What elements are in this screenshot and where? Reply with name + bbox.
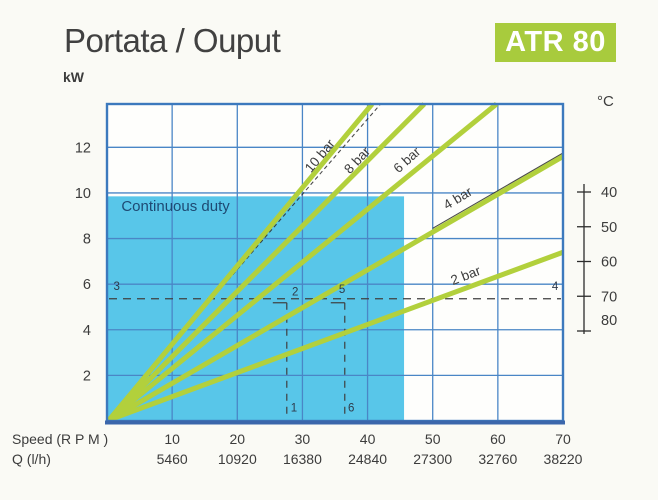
x-flow-tick-label: 10920 bbox=[218, 451, 257, 467]
x-speed-tick-label: 20 bbox=[229, 431, 245, 447]
x-flow-tick-label: 5460 bbox=[157, 451, 188, 467]
marker-label-5: 5 bbox=[339, 284, 345, 296]
series-line-2-bar bbox=[108, 249, 564, 423]
marker-label-6: 6 bbox=[348, 402, 354, 414]
celsius-unit-label: °C bbox=[597, 93, 614, 110]
x-flow-tick-label: 27300 bbox=[413, 451, 452, 467]
y-tick-label: 4 bbox=[83, 323, 91, 339]
temp-tick-label: 50 bbox=[601, 220, 617, 236]
page-title: Portata / Ouput bbox=[64, 22, 281, 59]
y-tick-label: 8 bbox=[83, 232, 91, 248]
x-speed-tick-label: 10 bbox=[164, 431, 180, 447]
temp-tick-label: 70 bbox=[601, 289, 617, 305]
x-flow-tick-label: 38220 bbox=[544, 451, 583, 467]
x-speed-tick-label: 50 bbox=[425, 431, 441, 447]
continuous-duty-label: Continuous duty bbox=[121, 198, 230, 215]
x-speed-tick-label: 60 bbox=[490, 431, 506, 447]
x-speed-tick-label: 40 bbox=[360, 431, 376, 447]
y-tick-label: 2 bbox=[83, 368, 91, 384]
series-line-8-bar bbox=[107, 102, 427, 422]
temp-tick-label: 40 bbox=[601, 185, 617, 201]
marker-label-2: 2 bbox=[292, 287, 298, 299]
kw-unit-label: kW bbox=[63, 69, 85, 85]
dashed-dark-diagonal bbox=[108, 103, 382, 418]
y-tick-label: 10 bbox=[75, 186, 91, 202]
series-line-10-bar bbox=[107, 102, 375, 422]
x-flow-tick-label: 32760 bbox=[478, 451, 517, 467]
speed-axis-label: Speed (R P M ) bbox=[12, 431, 108, 447]
thin-dark-over-4bar bbox=[432, 152, 564, 229]
y-tick-label: 12 bbox=[75, 140, 91, 156]
y-tick-label: 6 bbox=[83, 277, 91, 293]
series-line-6-bar bbox=[107, 102, 499, 422]
model-badge: ATR 80 bbox=[495, 23, 616, 62]
x-speed-tick-label: 30 bbox=[295, 431, 311, 447]
temp-tick-label: 80 bbox=[601, 313, 617, 329]
flow-axis-label: Q (l/h) bbox=[12, 451, 51, 467]
marker-label-4: 4 bbox=[552, 281, 559, 293]
marker-label-3: 3 bbox=[114, 281, 120, 293]
marker-label-1: 1 bbox=[291, 402, 297, 414]
x-flow-tick-label: 16380 bbox=[283, 451, 322, 467]
series-line-4-bar bbox=[107, 154, 565, 423]
x-speed-tick-label: 70 bbox=[555, 431, 571, 447]
temp-tick-label: 60 bbox=[601, 255, 617, 271]
x-flow-tick-label: 24840 bbox=[348, 451, 387, 467]
